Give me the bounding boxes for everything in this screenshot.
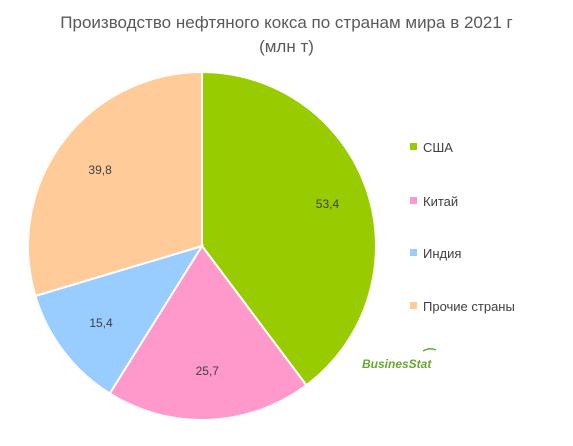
legend-swatch-2 — [410, 249, 417, 257]
legend-swatch-1 — [410, 197, 417, 205]
legend-item-3: Прочие страны — [410, 298, 515, 314]
pie-slice-0 — [201, 70, 377, 387]
data-label-2: 15,4 — [89, 316, 113, 330]
data-label-3: 39,8 — [88, 163, 112, 177]
pie-slice-2 — [34, 244, 205, 395]
data-label-1: 25,7 — [196, 364, 220, 378]
legend-label-3: Прочие страны — [423, 299, 515, 315]
chart-title: Производство нефтяного кокса по странам … — [60, 13, 513, 32]
chart-subtitle: (млн т) — [259, 37, 314, 56]
pie-slice-3 — [27, 70, 203, 298]
legend-swatch-0 — [410, 143, 417, 151]
legend-label-0: США — [423, 140, 453, 156]
legend-item-0: США — [410, 139, 453, 155]
pie-slice-1 — [108, 244, 308, 421]
businesstat-logo: BusinesStat — [362, 347, 437, 371]
legend-label-2: Индия — [423, 246, 462, 262]
legend-swatch-3 — [410, 302, 417, 310]
legend-label-1: Китай — [423, 194, 459, 210]
data-label-0: 53,4 — [316, 197, 340, 211]
logo-swoosh — [422, 347, 437, 352]
legend-item-1: Китай — [410, 193, 458, 209]
legend-item-2: Индия — [410, 245, 461, 261]
watermark-text: BusinesStat — [362, 357, 432, 371]
